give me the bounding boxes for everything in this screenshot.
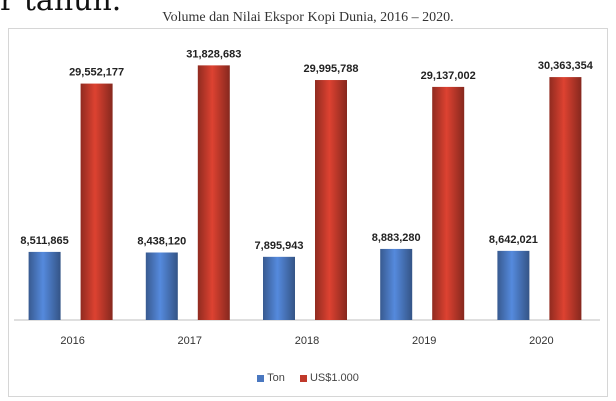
x-tick-label-2016: 2016 <box>60 335 84 347</box>
data-label-usd-2017: 31,828,683 <box>186 48 241 60</box>
bar-usd-2020 <box>549 77 582 320</box>
bar-usd-2016 <box>80 83 113 320</box>
data-label-ton-2017: 8,438,120 <box>137 235 186 247</box>
chart-title: Volume dan Nilai Ekspor Kopi Dunia, 2016… <box>162 10 454 25</box>
data-label-usd-2016: 29,552,177 <box>69 67 124 79</box>
bar-usd-2017 <box>197 65 230 320</box>
bar-ton-2018 <box>263 256 295 320</box>
bar-ton-2019 <box>380 248 413 320</box>
legend-label-ton: Ton <box>267 372 285 384</box>
data-label-usd-2019: 29,137,002 <box>421 70 476 82</box>
legend-label-usd: US$1.000 <box>309 372 359 384</box>
legend-item-usd: US$1.000 <box>299 372 359 384</box>
x-tick-label-2020: 2020 <box>529 335 553 347</box>
legend-swatch-ton <box>257 374 265 382</box>
legend-item-ton: Ton <box>257 372 285 384</box>
data-label-ton-2018: 7,895,943 <box>255 240 304 252</box>
bar-usd-2018 <box>315 80 347 321</box>
chart-legend: Ton US$1.000 <box>0 372 616 384</box>
bar-ton-2016 <box>28 251 61 320</box>
x-tick-label-2018: 2018 <box>295 335 319 347</box>
page-top-text: r tahun. <box>0 0 122 18</box>
data-label-usd-2020: 30,363,354 <box>538 60 594 72</box>
x-tick-label-2019: 2019 <box>412 335 436 347</box>
data-label-ton-2019: 8,883,280 <box>372 232 421 244</box>
data-label-usd-2018: 29,995,788 <box>303 63 358 75</box>
bar-ton-2020 <box>497 250 530 320</box>
bar-ton-2017 <box>145 252 178 320</box>
data-label-ton-2020: 8,642,021 <box>489 234 538 246</box>
legend-swatch-usd <box>299 374 307 382</box>
data-label-ton-2016: 8,511,865 <box>20 235 68 247</box>
x-tick-label-2017: 2017 <box>178 335 202 347</box>
bar-usd-2019 <box>432 86 465 320</box>
